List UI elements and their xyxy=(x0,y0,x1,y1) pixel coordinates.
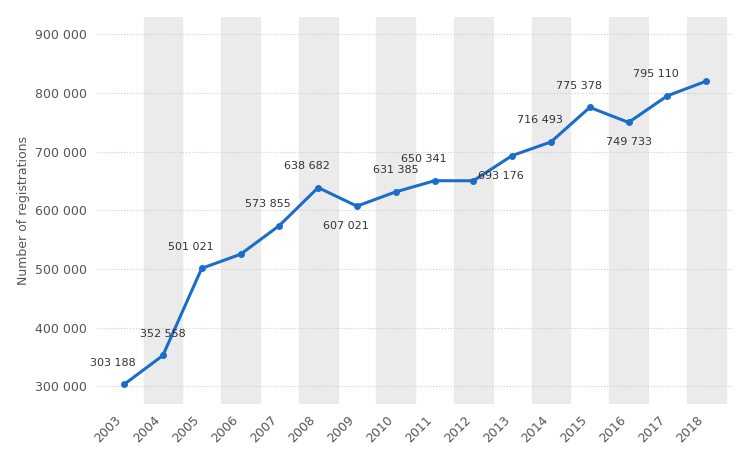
Bar xyxy=(376,17,416,404)
Bar xyxy=(454,17,493,404)
Text: 650 341: 650 341 xyxy=(400,154,446,164)
Text: 638 682: 638 682 xyxy=(284,161,330,171)
Y-axis label: Number of registrations: Number of registrations xyxy=(16,136,30,285)
Text: 352 558: 352 558 xyxy=(140,329,186,339)
Text: 631 385: 631 385 xyxy=(373,165,419,175)
Text: 607 021: 607 021 xyxy=(323,221,369,231)
Text: 795 110: 795 110 xyxy=(634,69,680,79)
Bar xyxy=(687,17,725,404)
Bar xyxy=(298,17,338,404)
Text: 775 378: 775 378 xyxy=(556,81,602,91)
Bar xyxy=(532,17,570,404)
Text: 501 021: 501 021 xyxy=(168,242,214,252)
Text: 716 493: 716 493 xyxy=(517,115,562,125)
Text: 573 855: 573 855 xyxy=(245,199,291,209)
Text: 303 188: 303 188 xyxy=(90,358,136,368)
Bar xyxy=(143,17,182,404)
Text: 693 176: 693 176 xyxy=(478,170,524,181)
Bar xyxy=(609,17,648,404)
Text: 749 733: 749 733 xyxy=(605,137,652,147)
Bar xyxy=(221,17,260,404)
